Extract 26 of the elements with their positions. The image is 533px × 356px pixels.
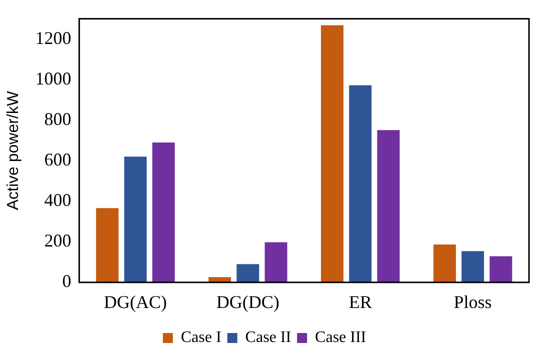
legend-label: Case II xyxy=(245,329,292,346)
bar xyxy=(349,85,372,282)
x-tick-label: DG(AC) xyxy=(104,292,167,312)
bar xyxy=(96,208,119,282)
bar xyxy=(236,264,260,282)
bar xyxy=(490,256,512,282)
bar xyxy=(320,25,344,282)
bar xyxy=(433,244,456,282)
y-tick-label: 1200 xyxy=(35,28,72,48)
legend-label: Case I xyxy=(180,329,222,346)
y-tick-label: 0 xyxy=(62,271,72,292)
x-tick-label: Ploss xyxy=(454,292,492,312)
bar xyxy=(462,251,484,282)
y-axis-title: Active power/kW xyxy=(5,90,22,210)
legend-label: Case III xyxy=(315,329,366,346)
bar xyxy=(152,142,175,282)
x-tick-label: ER xyxy=(348,292,372,312)
bar xyxy=(377,130,400,282)
y-tick-label: 200 xyxy=(44,230,72,251)
y-tick-label: 600 xyxy=(44,149,72,170)
x-tick-label: DG(DC) xyxy=(216,292,280,312)
y-tick-label: 1000 xyxy=(35,68,72,88)
y-tick-label: 800 xyxy=(44,108,72,129)
bar xyxy=(124,156,147,282)
bar xyxy=(264,242,288,282)
y-tick-label: 400 xyxy=(44,190,72,210)
